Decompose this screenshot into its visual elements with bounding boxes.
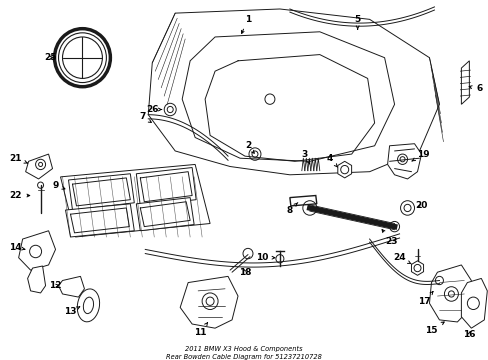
Text: 22: 22 xyxy=(9,191,30,200)
Text: 16: 16 xyxy=(462,330,475,339)
Polygon shape xyxy=(19,231,56,270)
Text: 13: 13 xyxy=(64,307,80,316)
Text: 19: 19 xyxy=(411,149,429,161)
Text: Rear Bowden Cable Diagram for 51237210728: Rear Bowden Cable Diagram for 5123721072… xyxy=(166,354,321,360)
Polygon shape xyxy=(180,276,238,328)
Text: 24: 24 xyxy=(392,253,410,264)
Text: 14: 14 xyxy=(9,243,25,252)
Text: 15: 15 xyxy=(425,322,443,335)
Text: 18: 18 xyxy=(238,268,251,277)
Polygon shape xyxy=(461,278,487,328)
Text: 3: 3 xyxy=(301,149,309,164)
Polygon shape xyxy=(410,261,423,275)
Polygon shape xyxy=(61,165,210,237)
Polygon shape xyxy=(25,154,52,179)
Polygon shape xyxy=(428,265,470,322)
Text: 21: 21 xyxy=(9,154,27,163)
Polygon shape xyxy=(337,161,351,178)
Text: 1: 1 xyxy=(241,15,251,33)
Text: 6: 6 xyxy=(468,84,482,93)
Text: 23: 23 xyxy=(381,230,397,246)
Polygon shape xyxy=(27,266,45,293)
Polygon shape xyxy=(461,61,468,104)
Text: 8: 8 xyxy=(286,203,297,215)
Text: 10: 10 xyxy=(255,253,274,262)
Text: 11: 11 xyxy=(193,323,207,337)
Text: 2011 BMW X3 Hood & Components: 2011 BMW X3 Hood & Components xyxy=(185,346,302,352)
Text: 20: 20 xyxy=(414,201,427,210)
Text: 26: 26 xyxy=(146,105,161,114)
Polygon shape xyxy=(136,198,194,231)
Polygon shape xyxy=(136,167,196,206)
Text: 12: 12 xyxy=(49,281,61,290)
Polygon shape xyxy=(59,276,84,297)
Text: 17: 17 xyxy=(417,292,432,306)
Polygon shape xyxy=(68,174,134,210)
Polygon shape xyxy=(65,204,134,237)
Text: 4: 4 xyxy=(326,154,337,167)
Polygon shape xyxy=(148,9,439,175)
Polygon shape xyxy=(289,195,316,206)
Text: 7: 7 xyxy=(139,112,151,122)
Text: 25: 25 xyxy=(44,53,57,62)
Text: 9: 9 xyxy=(52,181,65,190)
Text: 2: 2 xyxy=(244,141,254,153)
Polygon shape xyxy=(387,144,421,179)
Polygon shape xyxy=(182,32,394,161)
Text: 5: 5 xyxy=(354,15,360,30)
